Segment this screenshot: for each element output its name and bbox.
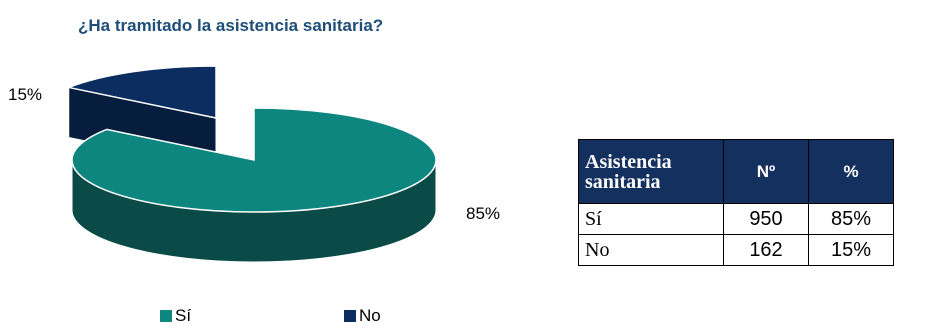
legend-item-no: No [344, 306, 381, 326]
data-label-si: 85% [466, 204, 501, 223]
header-percent: % [808, 139, 894, 204]
row-label: Sí [578, 203, 724, 235]
header-number: Nº [723, 139, 809, 204]
row-number: 950 [723, 203, 809, 235]
legend-item-si: Sí [160, 306, 191, 326]
legend-swatch-no [344, 310, 356, 322]
legend-swatch-si [160, 310, 172, 322]
row-percent: 15% [808, 234, 894, 266]
header-asistencia: Asistencia sanitaria [578, 139, 724, 204]
data-table: Asistencia sanitaria Nº % Sí 950 85% No … [578, 139, 894, 266]
row-percent: 85% [808, 203, 894, 235]
legend-label-si: Sí [175, 306, 192, 325]
table-row: Sí 950 85% [578, 203, 894, 235]
table-header-row: Asistencia sanitaria Nº % [578, 139, 894, 204]
row-label: No [578, 234, 724, 266]
legend-label-no: No [359, 306, 381, 325]
legend: Sí No [0, 306, 600, 328]
row-number: 162 [723, 234, 809, 266]
pie-slice-si [71, 107, 437, 263]
chart-title: ¿Ha tramitado la asistencia sanitaria? [78, 16, 384, 35]
pie-chart [68, 66, 437, 263]
table-row: No 162 15% [578, 234, 894, 266]
data-label-no: 15% [8, 85, 43, 104]
